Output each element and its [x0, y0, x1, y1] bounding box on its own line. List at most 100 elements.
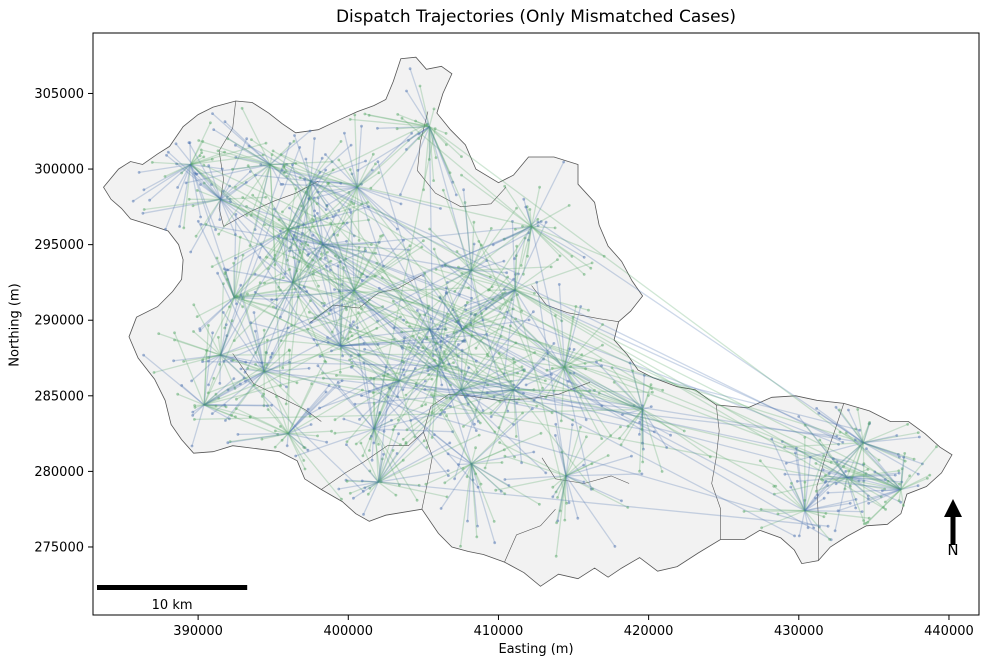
trajectory-endpoint — [638, 433, 641, 436]
trajectory-line — [846, 470, 899, 479]
trajectory-line — [293, 135, 312, 182]
trajectory-endpoint — [519, 264, 523, 267]
trajectory-line — [281, 180, 312, 213]
trajectory-endpoint — [207, 356, 211, 359]
trajectory-line — [373, 429, 382, 482]
trajectory-endpoint — [550, 373, 553, 376]
trajectory-endpoint — [476, 524, 479, 528]
trajectory-endpoint — [682, 429, 686, 433]
plot-frame — [92, 32, 980, 616]
trajectory-endpoint — [382, 452, 385, 456]
trajectory-line — [264, 347, 342, 373]
trajectory-endpoint — [826, 524, 830, 528]
internal-boundary-8 — [531, 285, 619, 322]
trajectory-endpoint — [864, 472, 868, 476]
trajectory-endpoint — [426, 369, 430, 373]
trajectory-line — [233, 214, 237, 298]
trajectory-endpoint — [242, 296, 245, 300]
trajectory-line — [804, 510, 825, 518]
trajectory-line — [189, 164, 238, 305]
trajectory-endpoint — [284, 402, 288, 406]
trajectory-line — [429, 286, 493, 330]
trajectory-line — [191, 354, 222, 382]
north-arrow-label: N — [947, 541, 958, 559]
trajectory-endpoint — [544, 471, 548, 475]
trajectory-line — [264, 223, 289, 231]
trajectory-endpoint — [438, 296, 442, 300]
trajectory-line — [565, 475, 570, 503]
trajectory-endpoint — [880, 489, 884, 493]
trajectory-line — [422, 347, 439, 367]
trajectory-endpoint — [443, 410, 446, 414]
trajectory-line — [223, 225, 532, 362]
trajectory-endpoint — [439, 346, 443, 349]
trajectory-endpoint — [245, 137, 249, 141]
trajectory-line — [211, 371, 265, 415]
trajectory-line — [437, 365, 477, 431]
trajectory-endpoint — [818, 438, 822, 442]
trajectory-line — [401, 328, 430, 333]
trajectory-line — [898, 489, 902, 501]
trajectory-line — [777, 510, 805, 515]
trajectory-endpoint — [295, 269, 299, 273]
trajectory-line — [220, 198, 318, 346]
trajectory-line — [409, 346, 462, 391]
trajectory-endpoint — [212, 128, 216, 132]
trajectory-endpoint — [329, 259, 333, 263]
trajectory-endpoint — [427, 158, 431, 161]
trajectory-line — [353, 289, 403, 349]
trajectory-line — [322, 203, 363, 246]
trajectory-endpoint — [241, 196, 245, 199]
trajectory-line — [511, 221, 516, 291]
trajectory-line — [394, 327, 430, 330]
trajectory-line — [322, 240, 347, 246]
trajectory-line — [357, 354, 375, 430]
trajectory-line — [248, 145, 312, 182]
trajectory-endpoint — [376, 343, 380, 346]
trajectory-line — [471, 463, 540, 505]
trajectory-line — [565, 475, 629, 508]
trajectory-line — [373, 428, 453, 433]
trajectory-line — [828, 442, 864, 475]
trajectory-line — [512, 389, 523, 463]
trajectory-line — [429, 292, 504, 330]
trajectory-endpoint — [898, 455, 901, 459]
trajectory-line — [392, 365, 439, 431]
trajectory-line — [435, 268, 516, 291]
trajectory-endpoint — [460, 272, 464, 275]
trajectory-line — [264, 370, 837, 437]
trajectory-line — [323, 377, 400, 382]
trajectory-endpoint — [647, 394, 650, 397]
trajectory-line — [273, 208, 289, 230]
trajectory-line — [343, 132, 358, 188]
trajectory-endpoint — [439, 507, 443, 510]
trajectory-line — [373, 128, 436, 430]
trajectory-endpoint — [298, 176, 302, 180]
trajectory-line — [356, 186, 398, 230]
trajectory-endpoint — [253, 228, 257, 232]
trajectory-line — [345, 444, 379, 483]
trajectory-endpoint — [275, 298, 279, 301]
trajectory-line — [220, 354, 246, 363]
trajectory-line — [460, 389, 516, 458]
trajectory-endpoint — [360, 182, 363, 186]
trajectory-endpoint — [293, 134, 296, 137]
trajectory-endpoint — [225, 278, 229, 281]
trajectory-endpoint — [336, 264, 340, 268]
trajectory-endpoint — [380, 276, 384, 280]
trajectory-line — [373, 428, 418, 501]
trajectory-line — [553, 366, 566, 392]
trajectory-line — [190, 164, 248, 216]
trajectory-endpoint — [286, 258, 289, 262]
trajectory-line — [564, 354, 583, 368]
trajectory-endpoint — [282, 165, 286, 169]
trajectory-line — [398, 359, 436, 382]
trajectory-endpoint — [313, 214, 316, 218]
trajectory-endpoint — [584, 418, 588, 422]
trajectory-endpoint — [452, 361, 455, 364]
trajectory-line — [638, 409, 644, 472]
trajectory-endpoint — [489, 415, 493, 419]
trajectory-line — [804, 510, 826, 515]
trajectory-endpoint — [558, 509, 562, 513]
trajectory-endpoint — [382, 264, 385, 268]
